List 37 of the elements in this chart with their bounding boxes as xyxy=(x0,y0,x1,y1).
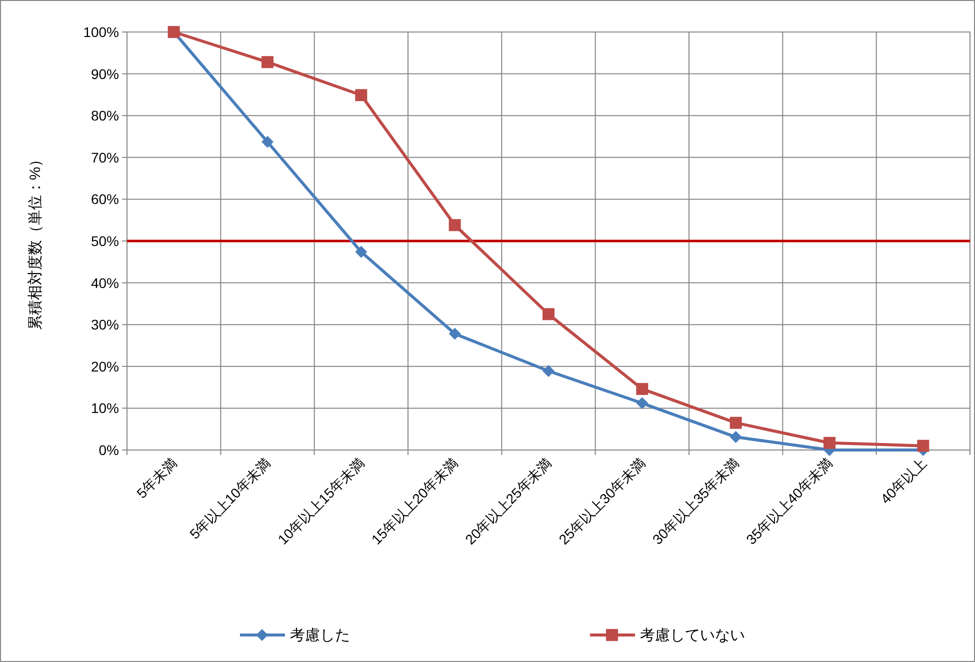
point xyxy=(636,397,648,410)
point xyxy=(824,436,836,449)
x-tick-label: 5年以上10年未満 xyxy=(186,454,274,542)
point xyxy=(355,89,368,102)
point xyxy=(448,219,461,232)
y-tick-label: 80% xyxy=(90,108,119,124)
y-tick-label: 30% xyxy=(90,316,119,333)
x-tick-label: 5年未満 xyxy=(133,454,180,502)
x-tick-label: 25年以上30年未満 xyxy=(556,454,648,548)
y-tick-label: 50% xyxy=(90,233,119,249)
point xyxy=(262,136,274,148)
y-tick-label: 100% xyxy=(83,24,119,40)
y-tick-label: 60% xyxy=(90,191,119,208)
y-tick-label: 40% xyxy=(90,274,119,291)
x-tick-label: 20年以上25年未満 xyxy=(462,454,555,548)
x-tick-label: 35年以上40年未満 xyxy=(742,454,836,548)
point xyxy=(542,308,554,320)
point xyxy=(636,382,648,395)
y-axis-title: 累積相対度数（単位：%） xyxy=(27,152,44,330)
point xyxy=(262,56,274,68)
point xyxy=(448,328,461,340)
y-tick-label: 70% xyxy=(90,149,119,166)
point xyxy=(542,365,554,377)
x-tick-label: 15年以上20年未満 xyxy=(368,454,461,548)
point xyxy=(730,431,742,444)
y-tick-label: 90% xyxy=(90,66,119,82)
legend-label: 考慮していない xyxy=(640,627,745,644)
x-tick-label: 30年以上35年未満 xyxy=(649,454,742,548)
point xyxy=(730,416,742,429)
x-tick-label: 40年以上 xyxy=(877,454,930,507)
point xyxy=(355,246,368,258)
x-tick-label: 10年以上15年未満 xyxy=(274,454,368,548)
y-tick-label: 20% xyxy=(90,358,119,374)
y-tick-label: 10% xyxy=(90,400,119,416)
y-tick-label: 0% xyxy=(98,442,119,458)
legend-label: 考慮した xyxy=(290,627,350,644)
point xyxy=(917,440,930,452)
